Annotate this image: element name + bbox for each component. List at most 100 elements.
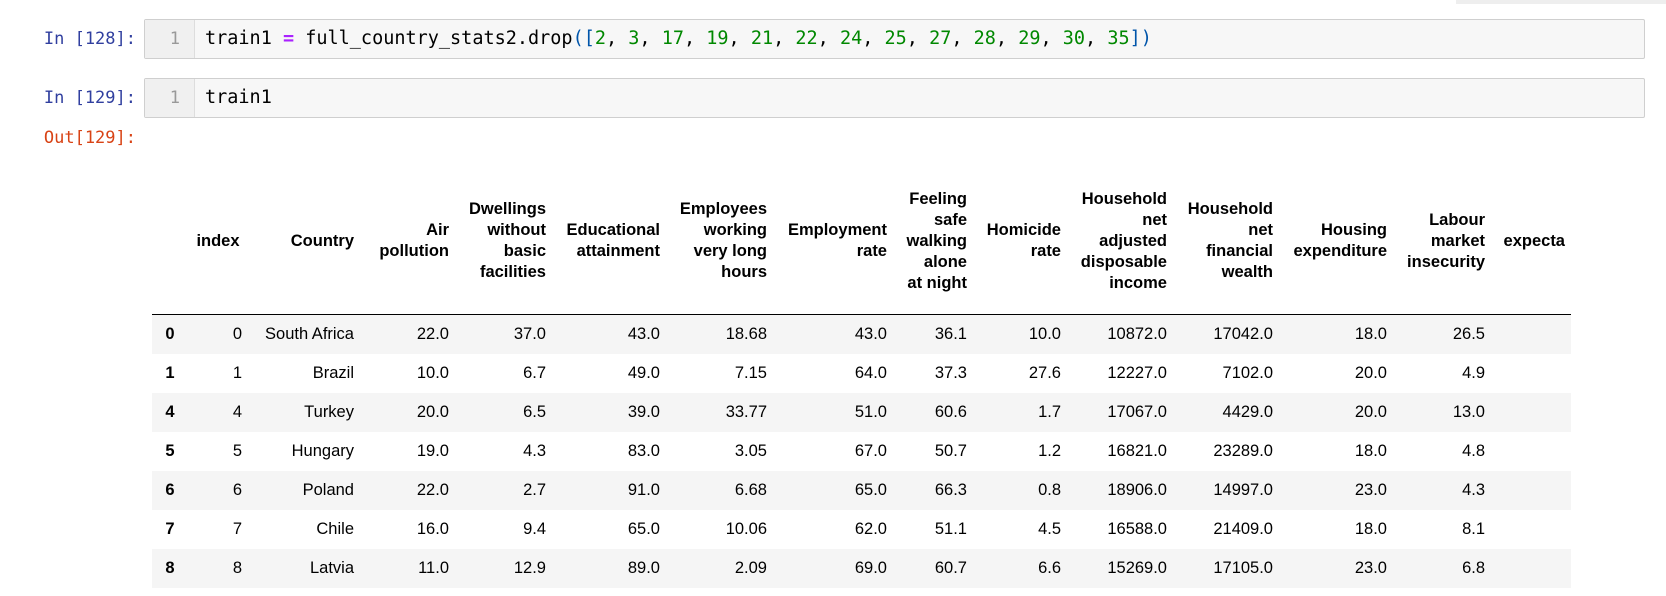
table-cell: 18.0 [1354,442,1387,460]
table-cell: Turkey [304,403,354,421]
table-cell: 12.9 [513,559,546,577]
table-row: 7 7 Chile 16.0 9.4 65.0 10.06 62.0 51.1 4.5 16588.… [152,510,1571,549]
table-cell [1491,549,1571,588]
table-cell: 18.68 [725,325,767,343]
table-cell: 33.77 [725,403,767,421]
dataframe-table: index Country Air pollution Dwellings witho… [152,168,1571,588]
table-cell: 1.7 [1038,403,1061,421]
code-token: 19 [706,28,729,49]
table-cell: 39.0 [627,403,660,421]
table-cell: 10.06 [725,520,767,538]
code-token: , [951,28,974,49]
column-header: Household net financial wealth [1173,168,1279,315]
table-cell: South Africa [265,325,354,343]
table-row: 6 6 Poland 22.0 2.7 91.0 6.68 65.0 66.3 0.8 18906.… [152,471,1571,510]
column-header: expecta [1491,168,1571,315]
table-cell: 65.0 [627,520,660,538]
column-header: Employees working very long hours [666,168,773,315]
table-cell: Hungary [291,442,354,460]
table-cell: 18.0 [1354,520,1387,538]
code-token: = [282,28,295,49]
table-cell: 43.0 [854,325,887,343]
output-area: index Country Air pollution Dwellings witho… [152,168,1640,596]
table-cell: Chile [316,520,354,538]
table-cell: 20.0 [416,403,449,421]
table-cell: 51.1 [934,520,967,538]
table-cell: 36.1 [934,325,967,343]
column-header: Housing expenditure [1279,168,1393,315]
table-cell: 6 [232,481,242,499]
table-cell: Latvia [309,559,354,577]
table-cell: 9.4 [523,520,546,538]
table-cell: 17105.0 [1213,559,1273,577]
column-header: Country [248,168,360,315]
column-header: Employment rate [773,168,893,315]
table-cell: 8 [232,559,242,577]
code-cell-128[interactable]: 1 train1 = full_country_stats2.drop([2, … [144,19,1645,59]
table-cell: 19.0 [416,442,449,460]
table-cell [1491,354,1571,393]
table-cell: 62.0 [854,520,887,538]
table-cell: 64.0 [854,364,887,382]
table-header-row: index Country Air pollution Dwellings witho… [152,168,1571,315]
code-token: ]) [1129,28,1152,49]
table-cell: 4.9 [1462,364,1485,382]
code-token: 30 [1062,28,1086,49]
table-cell: 16821.0 [1107,442,1167,460]
table-cell: 37.0 [513,325,546,343]
code-token: 24 [839,28,863,49]
table-cell: 2.09 [734,559,767,577]
row-index: 0 [165,325,175,343]
table-cell: 10.0 [1028,325,1061,343]
table-cell: 7.15 [734,364,767,382]
table-cell: 6.6 [1038,559,1061,577]
table-cell: Brazil [312,364,354,382]
code-token: train1 [205,87,272,108]
code-editor[interactable]: train1 = full_country_stats2.drop([2, 3,… [205,20,1152,58]
table-cell: 23289.0 [1213,442,1273,460]
row-index: 1 [165,364,175,382]
table-cell: 67.0 [854,442,887,460]
code-token: 2 [594,28,606,49]
code-token: 27 [929,28,952,49]
table-cell: 4.3 [1462,481,1485,499]
input-prompt-129: In [129]: [43,88,136,108]
table-cell: 83.0 [627,442,660,460]
code-token: 35 [1107,28,1130,49]
row-index: 4 [165,403,175,421]
code-token: , [862,28,885,49]
table-cell: 37.3 [934,364,967,382]
table-cell: 0 [232,325,242,343]
table-cell: 12227.0 [1107,364,1167,382]
table-cell: 4429.0 [1222,403,1273,421]
table-cell: 4.5 [1038,520,1061,538]
table-cell: 26.5 [1452,325,1485,343]
table-cell: 10872.0 [1107,325,1167,343]
horizontal-scrollbar[interactable] [1456,0,1666,4]
row-index: 8 [165,559,175,577]
code-token: ([ [572,28,595,49]
table-cell: 11.0 [418,559,449,577]
table-cell: 69.0 [854,559,887,577]
table-cell: 20.0 [1354,403,1387,421]
table-row: 1 1 Brazil 10.0 6.7 49.0 7.15 64.0 37.3 27.6 12227… [152,354,1571,393]
table-cell: 6.8 [1462,559,1485,577]
table-cell: 4.3 [523,442,546,460]
column-header: Educational attainment [552,168,666,315]
row-index: 7 [165,520,175,538]
code-token: , [728,28,751,49]
table-cell: 1.2 [1038,442,1061,460]
code-cell-129[interactable]: 1 train1 [144,78,1645,118]
table-cell: Poland [302,481,354,499]
code-token: , [1085,28,1108,49]
code-editor[interactable]: train1 [205,79,272,117]
table-cell [1491,432,1571,471]
column-header: Labour market insecurity [1393,168,1491,315]
table-cell: 14997.0 [1213,481,1273,499]
table-cell: 18906.0 [1107,481,1167,499]
table-cell: 27.6 [1028,364,1061,382]
table-cell: 6.5 [523,403,546,421]
table-cell: 50.7 [934,442,967,460]
table-cell: 89.0 [627,559,660,577]
table-row: 0 0 South Africa 22.0 37.0 43.0 18.68 43.0 36.1 1… [152,314,1571,354]
